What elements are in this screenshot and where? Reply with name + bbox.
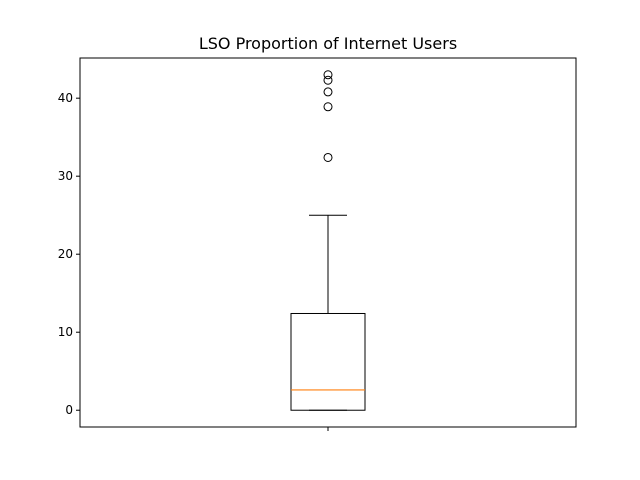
box-group xyxy=(290,70,366,411)
outlier-point xyxy=(323,87,333,97)
y-axis: 0 10 20 30 40 xyxy=(58,91,80,417)
y-tick-label: 40 xyxy=(58,91,73,105)
outlier-point xyxy=(323,152,333,162)
chart-title: LSO Proportion of Internet Users xyxy=(199,34,457,53)
iqr-box xyxy=(290,312,366,411)
outlier-point xyxy=(323,102,333,112)
y-tick-label: 30 xyxy=(58,169,73,183)
y-tick-label: 10 xyxy=(58,325,73,339)
y-tick-label: 20 xyxy=(58,247,73,261)
y-tick-label: 0 xyxy=(65,403,73,417)
outlier-point xyxy=(323,70,333,80)
outlier-point xyxy=(323,75,333,85)
